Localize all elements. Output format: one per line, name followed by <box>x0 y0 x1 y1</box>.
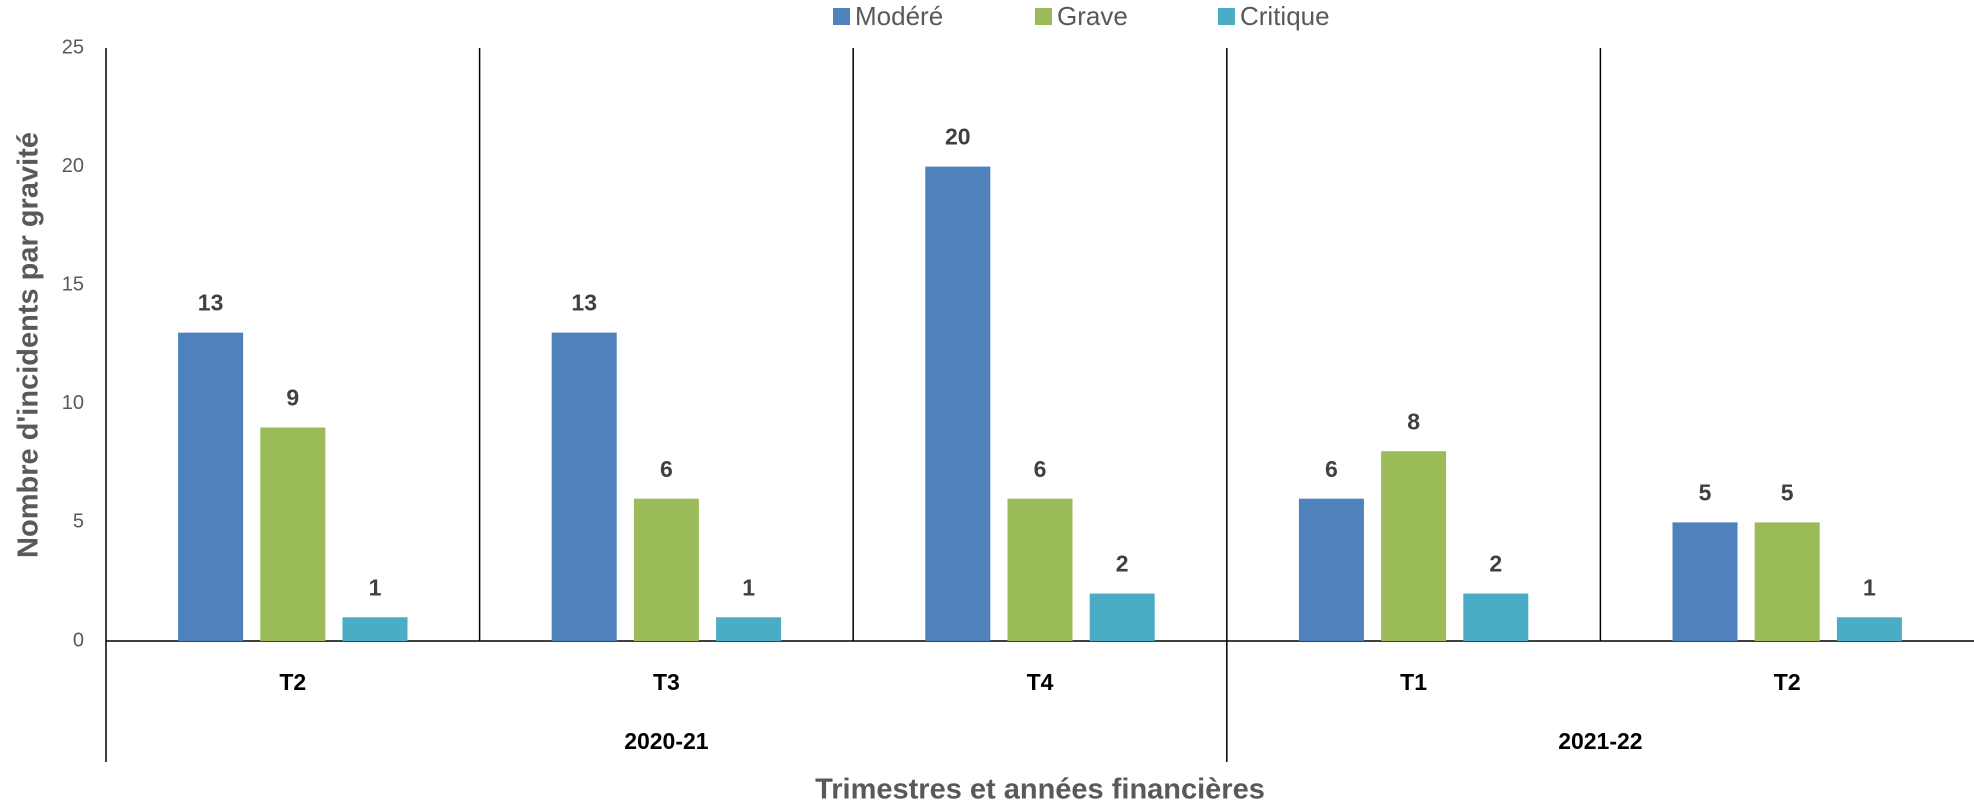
bar <box>1672 522 1738 641</box>
data-label: 1 <box>742 574 755 600</box>
y-tick-label: 0 <box>73 629 84 651</box>
bar <box>1463 593 1529 641</box>
y-tick-label: 15 <box>62 273 84 295</box>
y-tick-label: 10 <box>62 392 84 414</box>
legend-label: Modéré <box>855 1 943 31</box>
bar <box>260 427 326 641</box>
data-label: 1 <box>1863 574 1876 600</box>
bar <box>1381 451 1447 641</box>
legend-swatch <box>833 8 850 25</box>
data-label: 20 <box>945 124 971 150</box>
legend-swatch <box>1035 8 1052 25</box>
data-label: 1 <box>369 574 382 600</box>
bar <box>1089 593 1155 641</box>
y-tick-label: 20 <box>62 155 84 177</box>
x-tick-label: T2 <box>1774 669 1801 695</box>
data-label: 6 <box>1034 456 1047 482</box>
group-label: 2020-21 <box>624 728 709 754</box>
data-label: 13 <box>571 290 597 316</box>
bar <box>1007 498 1073 641</box>
legend-swatch <box>1218 8 1235 25</box>
bar <box>1298 498 1364 641</box>
bar <box>1836 617 1902 641</box>
bar <box>716 617 782 641</box>
data-label: 6 <box>1325 456 1338 482</box>
bar <box>1754 522 1820 641</box>
y-tick-label: 25 <box>62 36 84 58</box>
x-tick-label: T2 <box>279 669 306 695</box>
y-tick-label: 5 <box>73 511 84 533</box>
data-label: 9 <box>286 385 299 411</box>
y-axis-title: Nombre d'incidents par gravité <box>13 132 45 558</box>
bar <box>342 617 408 641</box>
group-label: 2021-22 <box>1558 728 1642 754</box>
bar <box>633 498 699 641</box>
bar <box>925 166 991 641</box>
x-tick-label: T4 <box>1027 669 1054 695</box>
bar <box>178 332 244 641</box>
legend-label: Grave <box>1057 1 1128 31</box>
data-label: 5 <box>1781 479 1794 505</box>
x-axis-title: Trimestres et années financières <box>815 774 1265 806</box>
data-label: 6 <box>660 456 673 482</box>
data-label: 2 <box>1116 551 1129 577</box>
legend-label: Critique <box>1240 1 1330 31</box>
data-label: 8 <box>1407 408 1420 434</box>
bar <box>551 332 617 641</box>
data-label: 13 <box>198 290 224 316</box>
x-tick-label: T1 <box>1400 669 1427 695</box>
x-tick-label: T3 <box>653 669 680 695</box>
data-label: 5 <box>1699 479 1712 505</box>
data-label: 2 <box>1489 551 1502 577</box>
